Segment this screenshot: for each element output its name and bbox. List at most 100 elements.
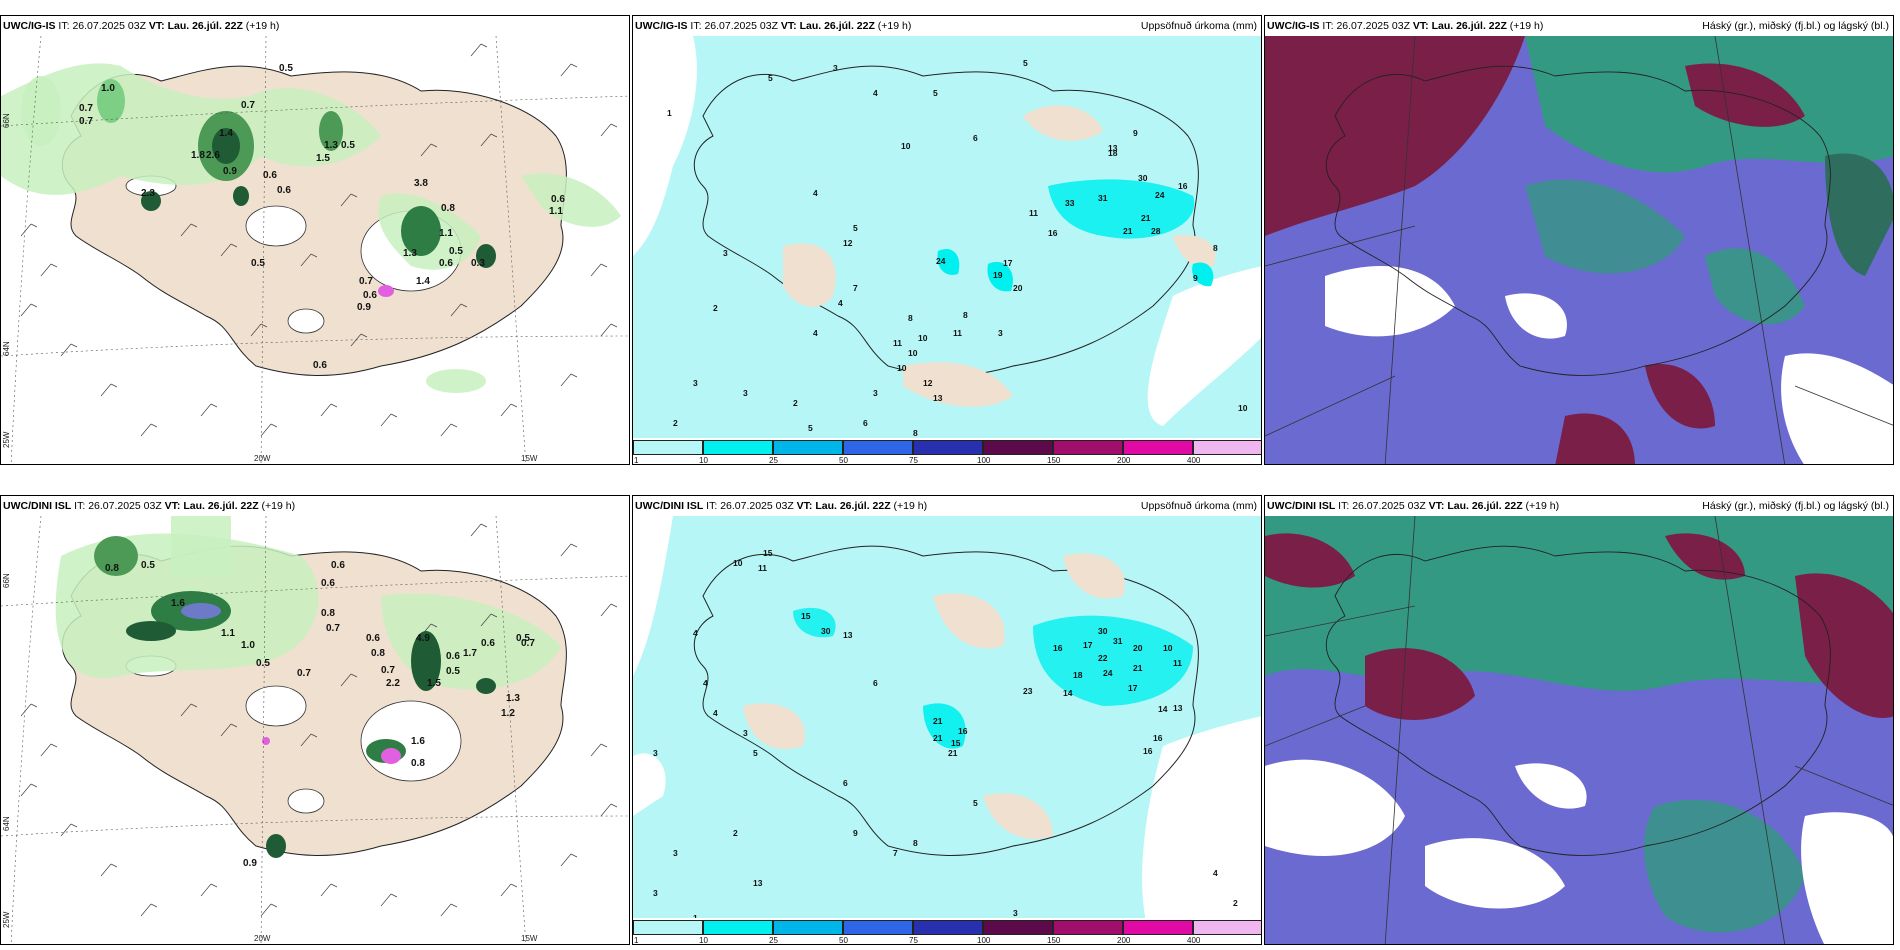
precip-value: 6 bbox=[863, 418, 868, 428]
precip-value: 18 bbox=[1108, 148, 1118, 158]
precip-value: 14 bbox=[1063, 688, 1073, 698]
wind-value: 0.7 bbox=[241, 100, 255, 111]
panel-right-title: Háský (gr.), miðský (fj.bl.) og lágský (… bbox=[1702, 20, 1889, 32]
precip-value: 7 bbox=[853, 283, 858, 293]
wind-value: 1.5 bbox=[316, 153, 330, 164]
precip-value: 5 bbox=[933, 88, 938, 98]
lat-label: 64N bbox=[2, 341, 11, 356]
panel-title: UWC/DINI ISL IT: 26.07.2025 03Z VT: Lau.… bbox=[1267, 500, 1560, 512]
precip-value: 13 bbox=[1108, 143, 1118, 153]
precip-value: 13 bbox=[933, 393, 943, 403]
legend-swatch bbox=[633, 440, 703, 455]
precip-value: 3 bbox=[673, 848, 678, 858]
precip-value: 11 bbox=[758, 563, 767, 573]
legend-tick: 25 bbox=[769, 456, 778, 465]
precip-value: 6 bbox=[873, 678, 878, 688]
precip-value: 2 bbox=[713, 303, 718, 313]
precip-value: 3 bbox=[743, 728, 748, 738]
precip-value: 6 bbox=[843, 778, 848, 788]
precip-value: 21 bbox=[1133, 663, 1143, 673]
legend-tick: 10 bbox=[699, 456, 708, 465]
wind-value: 0.8 bbox=[321, 608, 335, 619]
legend-tick: 400 bbox=[1187, 936, 1201, 945]
precip-value: 8 bbox=[908, 313, 913, 323]
precip-value: 7 bbox=[893, 848, 898, 858]
wind-value: 1.5 bbox=[427, 678, 441, 689]
wind-map: 0.8 0.5 1.6 0.6 0.6 0.8 0.7 1.1 1.0 0.5 … bbox=[1, 516, 629, 944]
precip-value: 5 bbox=[768, 73, 773, 83]
wind-value: 0.7 bbox=[79, 103, 93, 114]
wind-value: 0.8 bbox=[371, 648, 385, 659]
precip-value: 6 bbox=[973, 133, 978, 143]
precip-value: 10 bbox=[733, 558, 743, 568]
wind-value: 0.9 bbox=[243, 858, 257, 869]
wind-value: 1.3 bbox=[506, 693, 520, 704]
wind-value: 0.7 bbox=[79, 116, 93, 127]
legend-swatch bbox=[633, 920, 703, 935]
precip-value: 24 bbox=[1155, 190, 1165, 200]
wind-value: 0.9 bbox=[357, 302, 371, 313]
wind-value: 1.1 bbox=[549, 206, 563, 217]
wind-value: 0.6 bbox=[366, 633, 380, 644]
wind-value: 0.6 bbox=[313, 360, 327, 371]
legend-swatch bbox=[983, 440, 1053, 455]
precip-value: 5 bbox=[853, 223, 858, 233]
lon-label: 15W bbox=[521, 934, 538, 943]
legend-swatch bbox=[1053, 920, 1123, 935]
lat-label: 25W bbox=[2, 911, 11, 928]
precip-value: 16 bbox=[1053, 643, 1063, 653]
precip-value: 16 bbox=[958, 726, 968, 736]
precip-value: 17 bbox=[1128, 683, 1138, 693]
precip-legend: 1 10 25 50 75 100 150 200 400 bbox=[633, 438, 1261, 465]
precip-value: 19 bbox=[993, 270, 1003, 280]
legend-tick: 100 bbox=[977, 456, 991, 465]
legend-swatch bbox=[843, 920, 913, 935]
cloud-map bbox=[1265, 516, 1893, 944]
precip-value: 18 bbox=[1073, 670, 1083, 680]
wind-value: 1.3 bbox=[403, 248, 417, 259]
precip-value: 16 bbox=[1048, 228, 1058, 238]
wind-value: 0.6 bbox=[481, 638, 495, 649]
precip-value: 8 bbox=[913, 838, 918, 848]
precip-value: 15 bbox=[763, 548, 773, 558]
precip-map: 15 10 11 15 30 13 4 4 3 6 3 5 16 17 30 3… bbox=[633, 516, 1261, 944]
wind-value: 0.7 bbox=[381, 665, 395, 676]
legend-swatch bbox=[913, 920, 983, 935]
wind-value: 0.5 bbox=[341, 140, 355, 151]
wind-value: 0.5 bbox=[279, 63, 293, 74]
legend-tick: 200 bbox=[1117, 936, 1131, 945]
wind-value: 2.2 bbox=[386, 678, 400, 689]
precip-value: 12 bbox=[843, 238, 853, 248]
precip-value: 11 bbox=[1029, 208, 1038, 218]
precip-value: 28 bbox=[1151, 226, 1161, 236]
precip-value: 10 bbox=[901, 141, 911, 151]
wind-value: 1.4 bbox=[416, 276, 430, 287]
wind-value: 2.6 bbox=[206, 150, 220, 161]
wind-value: 2.3 bbox=[141, 188, 155, 199]
precip-value: 4 bbox=[873, 88, 878, 98]
precip-value: 8 bbox=[913, 428, 918, 438]
lon-label: 20W bbox=[254, 934, 271, 943]
precip-value: 14 bbox=[1158, 704, 1168, 714]
wind-value: 0.5 bbox=[446, 666, 460, 677]
precip-value: 5 bbox=[1023, 58, 1028, 68]
legend-tick: 150 bbox=[1047, 456, 1061, 465]
precip-value: 10 bbox=[918, 333, 928, 343]
precip-value: 4 bbox=[693, 628, 698, 638]
legend-swatch bbox=[983, 920, 1053, 935]
precip-value: 17 bbox=[1083, 640, 1093, 650]
precip-value: 1 bbox=[667, 108, 672, 118]
legend-swatch bbox=[1053, 440, 1123, 455]
precip-value: 15 bbox=[951, 738, 961, 748]
precip-value: 21 bbox=[933, 733, 943, 743]
wind-value: 0.6 bbox=[363, 290, 377, 301]
wind-value: 0.7 bbox=[359, 276, 373, 287]
legend-tick: 50 bbox=[839, 936, 848, 945]
legend-tick: 100 bbox=[977, 936, 991, 945]
legend-tick: 75 bbox=[909, 456, 918, 465]
precip-value: 3 bbox=[873, 388, 878, 398]
wind-value: 1.1 bbox=[439, 228, 453, 239]
panel-wind-ig-is: UWC/IG-IS IT: 26.07.2025 03Z VT: Lau. 26… bbox=[0, 15, 630, 465]
precip-value: 22 bbox=[1098, 653, 1108, 663]
wind-value: 0.7 bbox=[521, 638, 535, 649]
